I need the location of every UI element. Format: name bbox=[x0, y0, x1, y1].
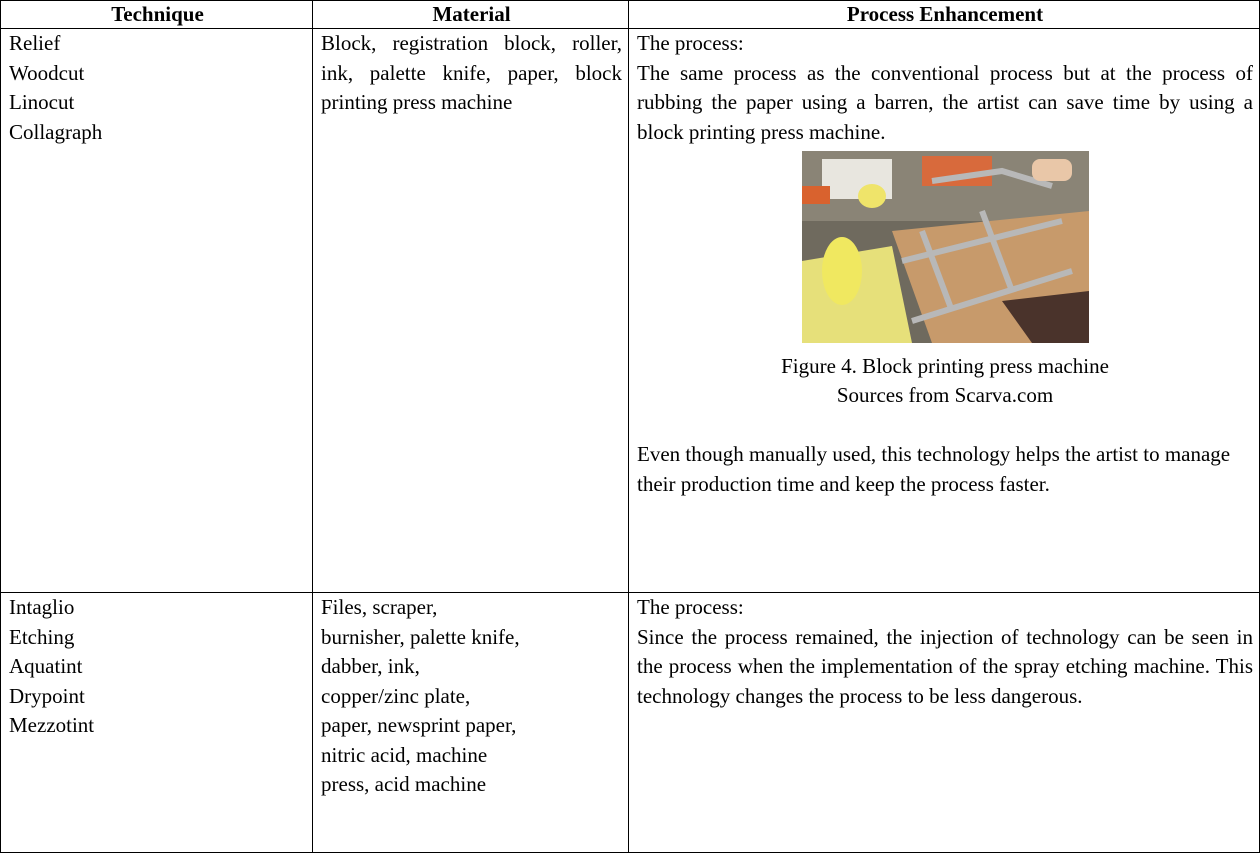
material: Files, scraper, bbox=[321, 595, 438, 619]
figure-image bbox=[801, 151, 1089, 343]
process-text: Since the process remained, the injectio… bbox=[637, 624, 1253, 708]
material: press, acid machine bbox=[321, 772, 487, 796]
figure-source: Sources from Scarva.com bbox=[836, 383, 1054, 407]
material: nitric acid, machine bbox=[321, 742, 488, 767]
material: Block, registration block, roller, ink, … bbox=[321, 31, 622, 114]
process-heading: The process: bbox=[637, 31, 744, 55]
technique-cell: Relief Woodcut Linocut Collagraph bbox=[0, 28, 313, 593]
material: dabber, ink, bbox=[321, 654, 420, 678]
header-cell: Material bbox=[312, 0, 629, 29]
header-cell: Process Enhancement bbox=[628, 0, 1260, 29]
technique: Intaglio bbox=[9, 595, 75, 619]
technique: Collagraph bbox=[9, 119, 103, 144]
technique: Mezzotint bbox=[9, 713, 95, 737]
technique: Woodcut bbox=[9, 60, 85, 85]
figure bbox=[637, 151, 1253, 352]
technique-cell: Intaglio Etching Aquatint Drypoint Mezzo… bbox=[0, 592, 313, 853]
technique: Aquatint bbox=[9, 654, 83, 678]
table-row: Relief Woodcut Linocut Collagraph Block,… bbox=[0, 28, 1260, 593]
material-cell: Files, scraper, burnisher, palette knife… bbox=[312, 592, 629, 853]
material: paper, newsprint paper, bbox=[321, 713, 517, 737]
material: burnisher, palette knife, bbox=[321, 624, 520, 649]
header-row: Technique Material Process Enhancement bbox=[0, 0, 1260, 29]
technique: Linocut bbox=[9, 90, 75, 114]
process-text: The same process as the conventional pro… bbox=[637, 60, 1253, 144]
table-row: Intaglio Etching Aquatint Drypoint Mezzo… bbox=[0, 592, 1260, 853]
header-cell: Technique bbox=[0, 0, 313, 29]
process-cell: The process: Since the process remained,… bbox=[628, 592, 1260, 853]
process-heading: The process: bbox=[637, 595, 744, 619]
technique: Relief bbox=[9, 31, 61, 55]
material-cell: Block, registration block, roller, ink, … bbox=[312, 28, 629, 593]
technique: Drypoint bbox=[9, 683, 85, 708]
process-cell: The process: The same process as the con… bbox=[628, 28, 1260, 593]
figure-caption: Figure 4. Block printing press machine bbox=[781, 353, 1109, 378]
technique: Etching bbox=[9, 624, 75, 649]
process-note: Even though manually used, this technolo… bbox=[637, 442, 1231, 496]
material: copper/zinc plate, bbox=[321, 683, 471, 708]
